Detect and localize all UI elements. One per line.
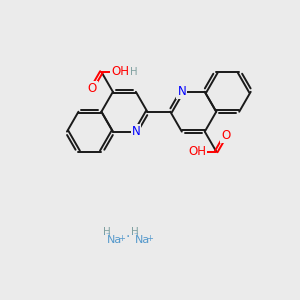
Text: +: + <box>118 233 125 242</box>
Text: Na: Na <box>135 236 150 245</box>
Text: ·⁻: ·⁻ <box>131 231 139 240</box>
Text: OH: OH <box>188 145 206 158</box>
Text: Na: Na <box>107 236 122 245</box>
Text: O: O <box>87 82 97 95</box>
Text: N: N <box>131 125 140 138</box>
Text: O: O <box>221 129 230 142</box>
Text: OH: OH <box>111 65 129 78</box>
Text: H: H <box>103 226 111 237</box>
Text: +: + <box>147 233 153 242</box>
Text: H: H <box>130 67 137 77</box>
Text: N: N <box>177 85 186 98</box>
Text: ·: · <box>126 230 130 244</box>
Text: ·⁻: ·⁻ <box>103 231 111 240</box>
Text: H: H <box>131 226 139 237</box>
